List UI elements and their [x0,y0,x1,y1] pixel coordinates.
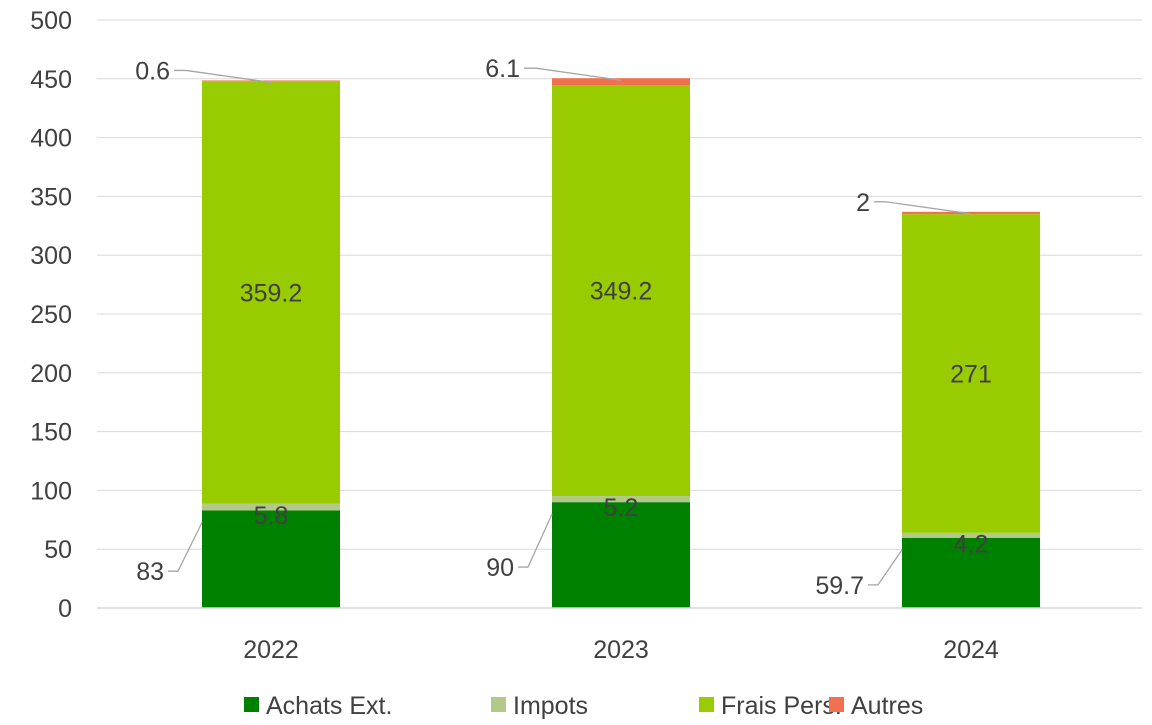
data-label: 349.2 [590,278,653,306]
y-tick-label: 450 [30,66,72,94]
x-tick-label: 2022 [243,636,299,664]
data-label: 59.7 [815,572,864,600]
legend-label: Frais Pers. [721,692,842,720]
bar-segment-achats-ext [202,510,340,608]
y-tick-label: 100 [30,477,72,505]
data-label: 5.8 [254,502,289,530]
data-label: 0.6 [135,57,170,85]
y-tick-label: 0 [58,595,72,623]
y-tick-label: 250 [30,301,72,329]
data-label: 2 [856,189,870,217]
y-tick-label: 500 [30,7,72,35]
data-label-leader [868,549,903,586]
legend-swatch [699,697,714,712]
bar-segment-autres [552,78,690,86]
data-label-leader [524,67,622,81]
data-label: 90 [486,554,514,582]
bar-segment-achats-ext [902,537,1040,608]
data-label: 5.2 [604,494,639,522]
bar-segment-impots [902,532,1040,538]
legend-label: Impots [513,692,588,720]
bar-segment-autres [202,80,340,82]
legend-swatch [244,697,259,712]
legend-swatch [491,697,506,712]
bar-segment-frais-pers [552,85,690,497]
data-label-leader [174,69,272,84]
data-label: 6.1 [485,55,520,83]
data-label-leader [874,201,972,215]
data-label-leader [518,513,553,568]
y-tick-label: 300 [30,242,72,270]
legend-label: Achats Ext. [266,692,392,720]
y-tick-label: 400 [30,125,72,153]
data-label: 359.2 [240,279,303,307]
legend-swatch [829,697,844,712]
x-tick-label: 2024 [943,636,999,664]
y-tick-label: 350 [30,183,72,211]
bar-segment-autres [902,211,1040,215]
legend-label: Autres [851,692,923,720]
bar-segment-impots [202,503,340,511]
bar-segment-impots [552,496,690,503]
y-tick-label: 150 [30,419,72,447]
data-label: 83 [136,558,164,586]
bar-segment-frais-pers [902,214,1040,533]
bar-segment-achats-ext [552,502,690,608]
x-tick-label: 2023 [593,636,649,664]
bar-segment-frais-pers [202,81,340,504]
y-tick-label: 50 [44,536,72,564]
data-label: 271 [950,361,992,389]
data-label: 4.2 [954,530,989,558]
y-tick-label: 200 [30,360,72,388]
data-label-leader [168,522,203,572]
